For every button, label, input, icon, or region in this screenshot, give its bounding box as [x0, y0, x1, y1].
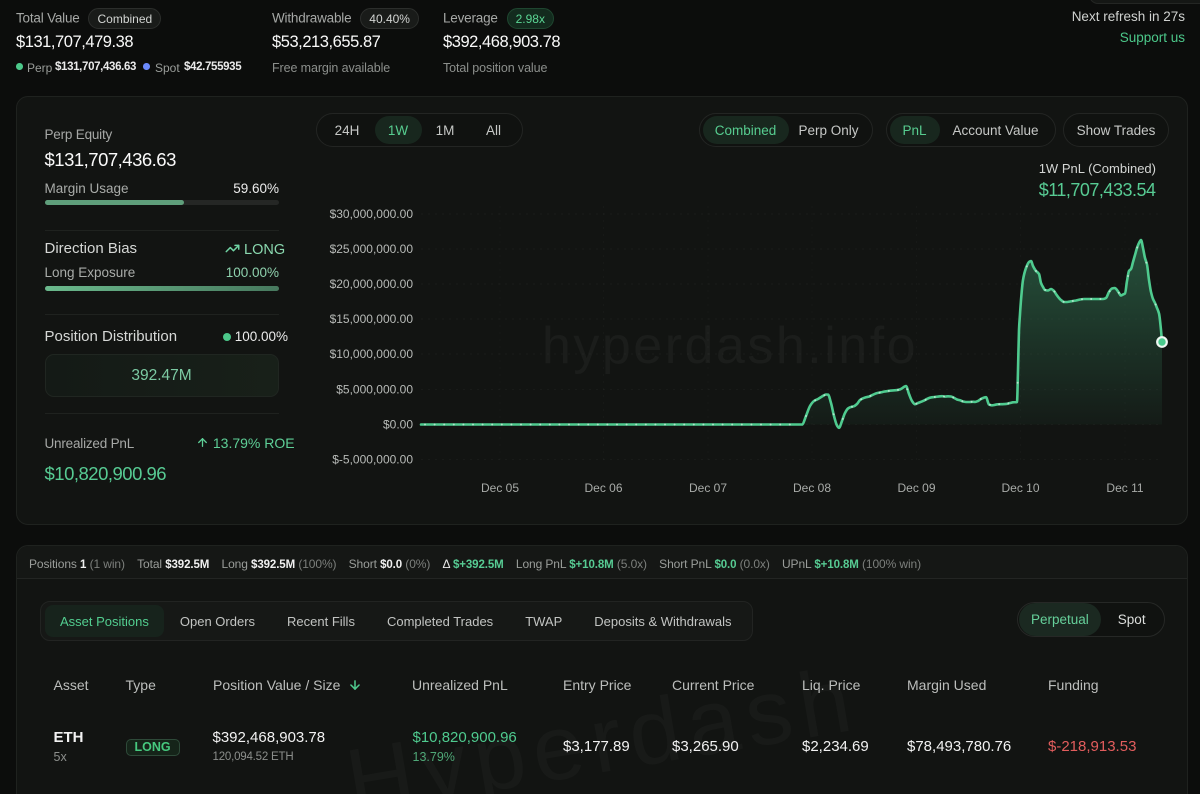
svg-text:Dec 06: Dec 06	[584, 481, 622, 495]
svg-text:Dec 08: Dec 08	[793, 481, 831, 495]
svg-text:$20,000,000.00: $20,000,000.00	[330, 277, 414, 291]
svg-text:$-5,000,000.00: $-5,000,000.00	[332, 453, 413, 467]
svg-text:Dec 11: Dec 11	[1106, 481, 1143, 495]
svg-text:Dec 09: Dec 09	[897, 481, 935, 495]
svg-text:Dec 07: Dec 07	[689, 481, 727, 495]
svg-text:hyperdash.info: hyperdash.info	[542, 317, 918, 375]
svg-text:$10,000,000.00: $10,000,000.00	[330, 347, 414, 361]
svg-text:Dec 05: Dec 05	[481, 481, 519, 495]
svg-text:Dec 10: Dec 10	[1001, 481, 1039, 495]
svg-text:$25,000,000.00: $25,000,000.00	[330, 242, 414, 256]
svg-text:$30,000,000.00: $30,000,000.00	[330, 207, 414, 221]
svg-text:$5,000,000.00: $5,000,000.00	[336, 383, 413, 397]
svg-text:$0.00: $0.00	[383, 418, 413, 432]
svg-text:$15,000,000.00: $15,000,000.00	[330, 312, 414, 326]
